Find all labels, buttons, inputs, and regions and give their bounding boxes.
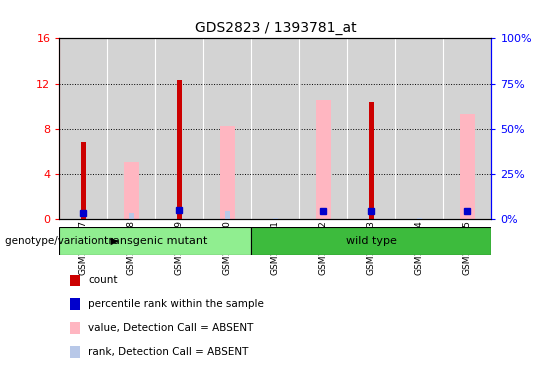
Bar: [460, 114, 475, 219]
Text: transgenic mutant: transgenic mutant: [104, 236, 207, 246]
Text: rank, Detection Call = ABSENT: rank, Detection Call = ABSENT: [88, 347, 248, 357]
Bar: [316, 101, 330, 219]
Bar: [80, 142, 86, 219]
Text: count: count: [88, 275, 118, 285]
Bar: [220, 126, 234, 219]
Text: wild type: wild type: [346, 236, 397, 246]
Bar: [273, 218, 278, 219]
Bar: [225, 211, 230, 219]
Bar: [177, 80, 183, 219]
Text: genotype/variation  ▶: genotype/variation ▶: [5, 236, 119, 246]
Bar: [416, 218, 422, 219]
Bar: [129, 213, 134, 219]
Text: value, Detection Call = ABSENT: value, Detection Call = ABSENT: [88, 323, 253, 333]
Bar: [252, 227, 491, 255]
Bar: [124, 162, 139, 219]
Bar: [59, 227, 252, 255]
Title: GDS2823 / 1393781_at: GDS2823 / 1393781_at: [194, 21, 356, 35]
Text: percentile rank within the sample: percentile rank within the sample: [88, 299, 264, 309]
Bar: [368, 101, 374, 219]
